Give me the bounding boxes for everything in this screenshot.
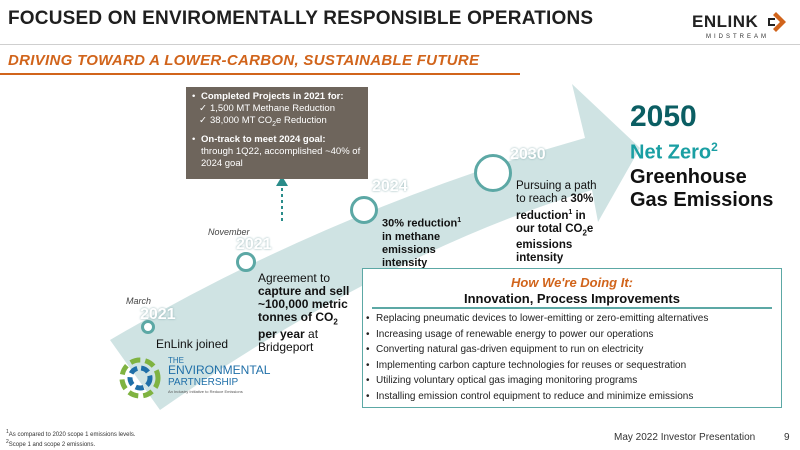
footer-presentation-label: May 2022 Investor Presentation (614, 432, 756, 443)
milestone-marker-2030 (474, 154, 512, 192)
callout-heading: Completed Projects in 2021 for: (201, 91, 344, 102)
netzero-heading: Net Zero2 (630, 140, 718, 164)
callout-item-co2: 38,000 MT CO2e Reduction (192, 115, 362, 131)
milestone-marker-2024 (350, 196, 378, 224)
completed-projects-callout: Completed Projects in 2021 for: 1,500 MT… (186, 87, 368, 179)
milestone-year-2021-march: 2021 (140, 306, 176, 323)
list-item: Installing emission control equipment to… (366, 389, 778, 405)
how-divider (372, 307, 772, 309)
footnotes: 1As compared to 2020 scope 1 emissions l… (6, 429, 136, 448)
enlink-logo: ENLINK MIDSTREAM (692, 8, 792, 46)
partnership-line3: PARTNERSHIP (168, 377, 239, 388)
milestone-year-2030: 2030 (510, 146, 546, 163)
netzero-year: 2050 (630, 100, 697, 133)
partnership-line1: THE (168, 356, 184, 365)
milestone-text-total-co2: Pursuing a path to reach a 30% reduction… (516, 180, 597, 265)
list-item: Replacing pneumatic devices to lower-emi… (366, 311, 778, 327)
callout-ontrack-text: through 1Q22, accomplished ~40% of 2024 … (201, 145, 361, 169)
milestone-text-carbon-capture: Agreement to capture and sell ~100,000 m… (258, 271, 350, 355)
environmental-partnership-logo: THE ENVIRONMENTAL PARTNERSHIP An Industr… (118, 356, 288, 402)
logo-chevron-icon (768, 12, 786, 32)
partnership-line2: ENVIRONMENTAL (168, 363, 271, 377)
milestone-marker-2021-march (141, 320, 155, 334)
header-divider (0, 44, 800, 45)
milestone-text-methane-reduction: 30% reduction1 in methane emissions inte… (382, 217, 462, 269)
list-item: Utilizing voluntary optical gas imaging … (366, 373, 778, 389)
logo-subtext: MIDSTREAM (706, 34, 769, 40)
how-list: Replacing pneumatic devices to lower-emi… (366, 311, 778, 404)
page-number: 9 (784, 432, 790, 443)
list-item: Converting natural gas-driven equipment … (366, 342, 778, 358)
partnership-tagline: An Industry Initiative to Reduce Emissio… (168, 389, 243, 394)
how-subtitle: Innovation, Process Improvements (463, 291, 680, 306)
partnership-leaf-icon (119, 357, 161, 399)
milestone-year-2021-november: 2021 (236, 236, 272, 253)
milestone-marker-2021-november (236, 252, 256, 272)
how-title: How We're Doing It: (510, 275, 633, 290)
milestone-month-march: March (126, 296, 152, 306)
page-subtitle: DRIVING TOWARD A LOWER-CARBON, SUSTAINAB… (8, 52, 480, 69)
milestone-year-2024: 2024 (372, 178, 408, 195)
callout-item-methane: 1,500 MT Methane Reduction (192, 103, 362, 115)
logo-text: ENLINK (692, 12, 759, 31)
milestone-month-november: November (208, 227, 250, 237)
subtitle-underline (0, 73, 520, 75)
page-title: FOCUSED ON ENVIROMENTALLY RESPONSIBLE OP… (8, 8, 594, 29)
milestone-text-enlink-joined: EnLink joined (156, 337, 229, 351)
netzero-description: Greenhouse Gas Emissions (630, 166, 774, 211)
list-item: Increasing usage of renewable energy to … (366, 327, 778, 343)
list-item: Implementing carbon capture technologies… (366, 358, 778, 374)
callout-ontrack-heading: On-track to meet 2024 goal: (201, 133, 326, 145)
